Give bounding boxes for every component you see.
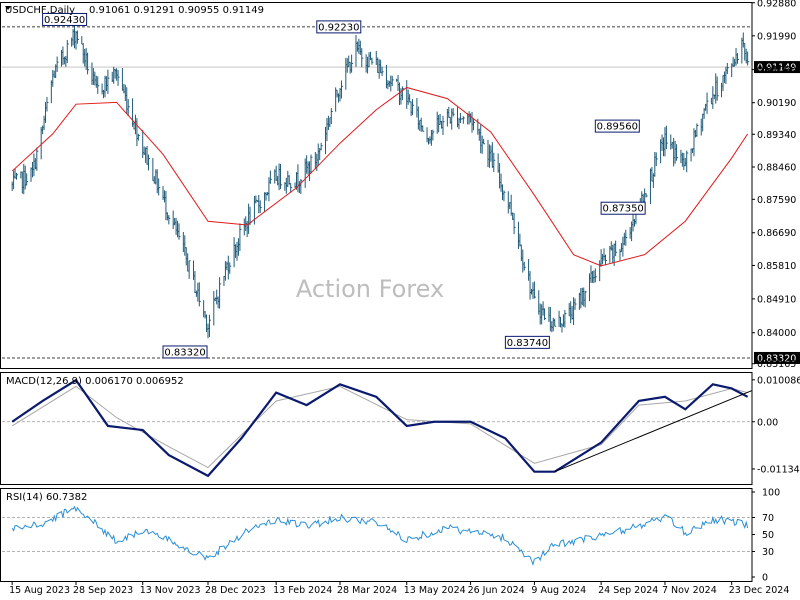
price-annotation-label: 0.87350 [602, 204, 643, 215]
price-tag-label: 0.91149 [757, 63, 796, 74]
x-tick-label: 13 Nov 2023 [140, 585, 201, 596]
rsi-y-tick-label: 100 [762, 488, 780, 499]
y-tick-label: 0.89340 [757, 130, 796, 141]
main-frame [0, 2, 753, 369]
price-annotation-box [594, 119, 640, 133]
price-annotation-label: 0.83320 [164, 347, 205, 358]
price-tag-label: 0.83320 [757, 353, 796, 364]
price-annotation-box [162, 345, 208, 359]
rsi-y-tick-label: 50 [762, 530, 774, 541]
rsi-panel: 100 70 50 30 0 [0, 488, 780, 584]
rsi-y-tick-label: 70 [762, 513, 774, 524]
price-bars [11, 23, 750, 339]
macd-signal-line [11, 385, 748, 469]
y-tick-label: 0.84000 [757, 328, 796, 339]
macd-y-tick-label: -0.011342 [757, 464, 800, 475]
x-tick-label: 13 May 2024 [404, 585, 466, 596]
price-annotation-label: 0.92430 [44, 15, 85, 26]
x-tick-label: 9 Aug 2024 [531, 585, 586, 596]
time-axis: 15 Aug 2023 28 Sep 2023 13 Nov 2023 28 Dec … [9, 581, 789, 596]
price-annotation-box [600, 201, 646, 215]
y-tick-label: 0.90190 [757, 98, 796, 109]
x-tick-label: 28 Mar 2024 [337, 585, 397, 596]
macd-y-tick-label: 0.010086 [757, 375, 800, 386]
price-annotation-label: 0.83740 [507, 338, 548, 349]
y-tick-label: 0.83165 [757, 359, 796, 370]
y-tick-label: 0.92880 [757, 0, 796, 9]
macd-panel: 0.010086 0.00 -0.011342 [0, 372, 800, 485]
moving-average-line [11, 86, 749, 267]
price-annotation-label: 0.89560 [597, 122, 638, 133]
chevron-down-icon [5, 6, 11, 10]
price-tag [754, 61, 800, 74]
y-tick-label: 0.87590 [757, 195, 796, 206]
chart-title: USDCHF,Daily [5, 5, 75, 16]
macd-line [11, 378, 749, 478]
macd-title: MACD(12,26,9) 0.006170 0.006952 [6, 376, 184, 387]
y-tick-label: 0.86690 [757, 228, 796, 239]
rsi-y-tick-label: 30 [762, 547, 774, 558]
rsi-frame [0, 488, 753, 582]
price-annotation-label: 0.92230 [318, 22, 359, 33]
price-annotation-box [42, 12, 88, 26]
y-tick-label: 0.91990 [757, 31, 796, 42]
rsi-line [11, 505, 749, 566]
x-tick-label: 7 Nov 2024 [662, 585, 717, 596]
y-tick-label: 0.84910 [757, 294, 796, 305]
ohlc-readout: 0.91061 0.91291 0.90955 0.91149 [89, 5, 264, 16]
macd-y-tick-label: 0.00 [757, 417, 778, 428]
x-tick-label: 15 Aug 2023 [9, 585, 70, 596]
x-tick-label: 23 Dec 2024 [729, 585, 790, 596]
price-tag [754, 351, 800, 364]
watermark: Action Forex [296, 275, 444, 303]
x-tick-label: 13 Feb 2024 [273, 585, 332, 596]
rsi-title: RSI(14) 60.7382 [6, 492, 87, 503]
price-annotation-box [504, 335, 550, 349]
y-tick-label: 0.85810 [757, 261, 796, 272]
rsi-y-tick-label: 0 [762, 573, 768, 584]
x-tick-label: 28 Dec 2023 [205, 585, 266, 596]
x-tick-label: 26 Jun 2024 [468, 585, 525, 596]
x-tick-label: 24 Sep 2024 [598, 585, 658, 596]
price-panel: 0.92430 0.92230 0.83320 0.83740 0.89560 0.873… [0, 0, 800, 370]
price-annotation-box [316, 20, 362, 34]
y-tick-label: 0.88460 [757, 162, 796, 173]
x-tick-label: 28 Sep 2023 [73, 585, 133, 596]
macd-trendline [554, 390, 753, 473]
macd-frame [0, 372, 753, 485]
y-tick-label: 0.91080 [757, 65, 796, 76]
